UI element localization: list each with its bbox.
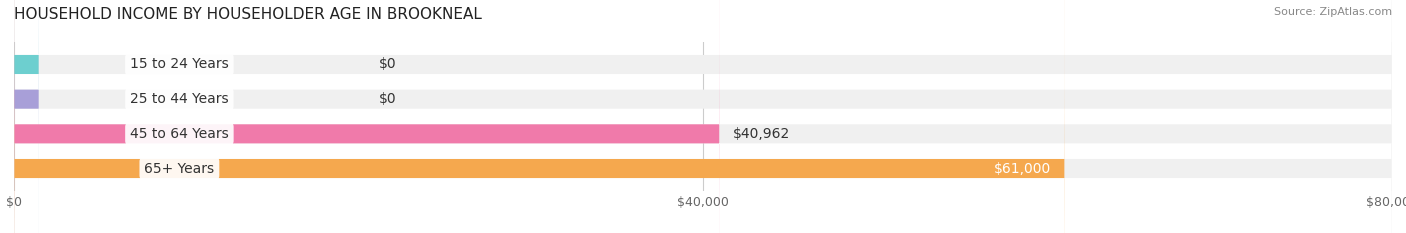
- Text: $61,000: $61,000: [994, 161, 1050, 175]
- Text: 45 to 64 Years: 45 to 64 Years: [129, 127, 229, 141]
- FancyBboxPatch shape: [14, 0, 1064, 233]
- FancyBboxPatch shape: [14, 0, 1392, 233]
- Text: $0: $0: [380, 58, 396, 72]
- FancyBboxPatch shape: [14, 0, 1392, 233]
- Text: 65+ Years: 65+ Years: [145, 161, 215, 175]
- Text: $0: $0: [380, 92, 396, 106]
- Text: 15 to 24 Years: 15 to 24 Years: [129, 58, 229, 72]
- Text: Source: ZipAtlas.com: Source: ZipAtlas.com: [1274, 7, 1392, 17]
- FancyBboxPatch shape: [14, 0, 39, 233]
- Text: HOUSEHOLD INCOME BY HOUSEHOLDER AGE IN BROOKNEAL: HOUSEHOLD INCOME BY HOUSEHOLDER AGE IN B…: [14, 7, 482, 22]
- FancyBboxPatch shape: [14, 0, 1392, 233]
- FancyBboxPatch shape: [14, 0, 1392, 233]
- FancyBboxPatch shape: [14, 0, 720, 233]
- Text: 25 to 44 Years: 25 to 44 Years: [131, 92, 229, 106]
- Text: $40,962: $40,962: [734, 127, 790, 141]
- FancyBboxPatch shape: [14, 0, 39, 233]
